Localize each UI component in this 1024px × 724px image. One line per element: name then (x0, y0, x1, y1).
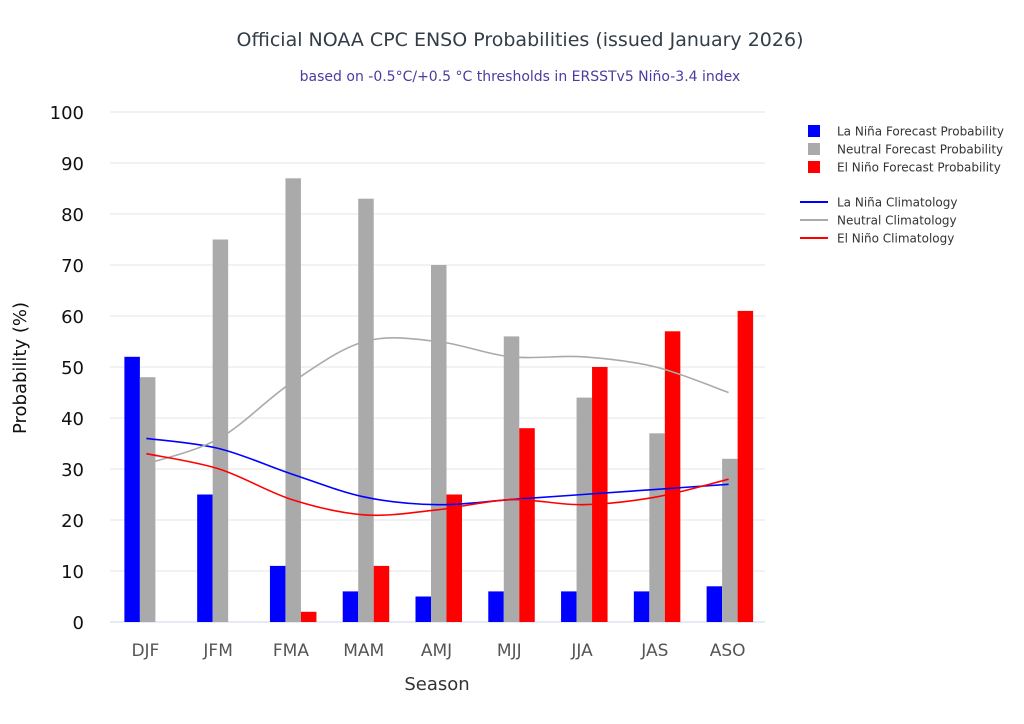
y-tick-label: 90 (61, 154, 84, 175)
bar-la-ni-a-forecast-probability-jja (561, 591, 577, 622)
bar-neutral-forecast-probability-jja (576, 397, 593, 622)
y-tick-label: 40 (61, 409, 84, 430)
x-tick-label: DJF (131, 641, 159, 661)
legend-item-la-ni-a-climatology: La Niña Climatology (800, 196, 957, 210)
legend-label: La Niña Climatology (837, 196, 957, 210)
bar-la-ni-a-forecast-probability-fma (269, 565, 286, 622)
bar-la-ni-a-forecast-probability-jfm (197, 494, 213, 622)
line-el-ni-o-climatology (146, 452, 729, 517)
legend-label: Neutral Climatology (837, 214, 957, 228)
x-tick-label: MAM (343, 641, 384, 661)
bar-la-ni-a-forecast-probability-aso (706, 586, 723, 622)
line-neutral-climatology (146, 337, 729, 465)
legend-item-la-ni-a-forecast-probability: La Niña Forecast Probability (808, 125, 1004, 139)
bar-neutral-forecast-probability-amj (431, 265, 447, 622)
legend-label: La Niña Forecast Probability (837, 125, 1004, 139)
chart-subtitle: based on -0.5°C/+0.5 °C thresholds in ER… (300, 69, 741, 85)
bar-neutral-forecast-probability-mam (358, 198, 374, 622)
bar-la-ni-a-forecast-probability-djf (124, 356, 140, 622)
bar-el-ni-o-forecast-probability-jas (664, 331, 681, 622)
x-tick-label: ASO (710, 641, 746, 661)
bar-el-ni-o-forecast-probability-amj (446, 494, 462, 622)
y-tick-label: 20 (61, 511, 84, 532)
bar-neutral-forecast-probability-mjj (503, 336, 520, 622)
x-tick-label: FMA (273, 641, 309, 661)
legend-item-neutral-climatology: Neutral Climatology (800, 214, 957, 228)
bar-neutral-forecast-probability-jfm (212, 239, 229, 622)
x-tick-label: MJJ (497, 641, 522, 661)
x-tick-label: JFM (202, 641, 232, 661)
x-tick-label: AMJ (421, 641, 452, 661)
bar-neutral-forecast-probability-djf (139, 377, 156, 622)
y-tick-label: 70 (61, 256, 84, 277)
legend-swatch (808, 161, 820, 173)
legend-item-el-ni-o-climatology: El Niño Climatology (800, 232, 954, 246)
legend-swatch (808, 143, 820, 155)
y-tick-label: 30 (61, 460, 84, 481)
y-axis-label: Probability (%) (10, 302, 31, 434)
bar-la-ni-a-forecast-probability-amj (415, 596, 431, 622)
y-tick-label: 100 (50, 103, 84, 124)
y-tick-label: 80 (61, 205, 84, 226)
bar-el-ni-o-forecast-probability-mjj (519, 428, 535, 622)
bar-el-ni-o-forecast-probability-aso (737, 310, 754, 622)
legend-label: Neutral Forecast Probability (837, 143, 1003, 157)
y-tick-label: 10 (61, 562, 84, 583)
y-tick-label: 60 (61, 307, 84, 328)
legend-item-neutral-forecast-probability: Neutral Forecast Probability (808, 143, 1003, 157)
chart-title: Official NOAA CPC ENSO Probabilities (is… (237, 29, 804, 51)
bar-la-ni-a-forecast-probability-jas (633, 591, 650, 622)
bar-el-ni-o-forecast-probability-jja (592, 367, 608, 622)
line-la-ni-a-climatology (146, 437, 729, 506)
bar-el-ni-o-forecast-probability-fma (300, 611, 317, 622)
y-tick-label: 50 (61, 358, 84, 379)
legend-swatch (808, 125, 820, 137)
bar-la-ni-a-forecast-probability-mjj (488, 591, 504, 622)
bar-el-ni-o-forecast-probability-mam (373, 565, 390, 622)
legend-item-el-ni-o-forecast-probability: El Niño Forecast Probability (808, 161, 1001, 175)
bar-neutral-forecast-probability-aso (722, 458, 738, 622)
y-tick-label: 0 (73, 613, 84, 634)
bar-neutral-forecast-probability-jas (649, 433, 665, 622)
bar-neutral-forecast-probability-fma (285, 178, 301, 623)
x-axis-label: Season (404, 674, 469, 695)
x-tick-label: JJA (570, 641, 593, 661)
legend-label: El Niño Forecast Probability (837, 161, 1001, 175)
x-tick-label: JAS (640, 641, 668, 661)
legend-label: El Niño Climatology (837, 232, 954, 246)
bar-la-ni-a-forecast-probability-mam (342, 591, 359, 622)
